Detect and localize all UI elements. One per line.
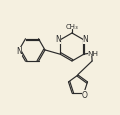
Text: NH: NH xyxy=(88,51,99,56)
Text: N: N xyxy=(56,35,61,44)
Text: CH₃: CH₃ xyxy=(66,24,78,30)
Text: N: N xyxy=(83,35,88,44)
Text: N: N xyxy=(17,47,22,56)
Text: O: O xyxy=(82,90,88,99)
